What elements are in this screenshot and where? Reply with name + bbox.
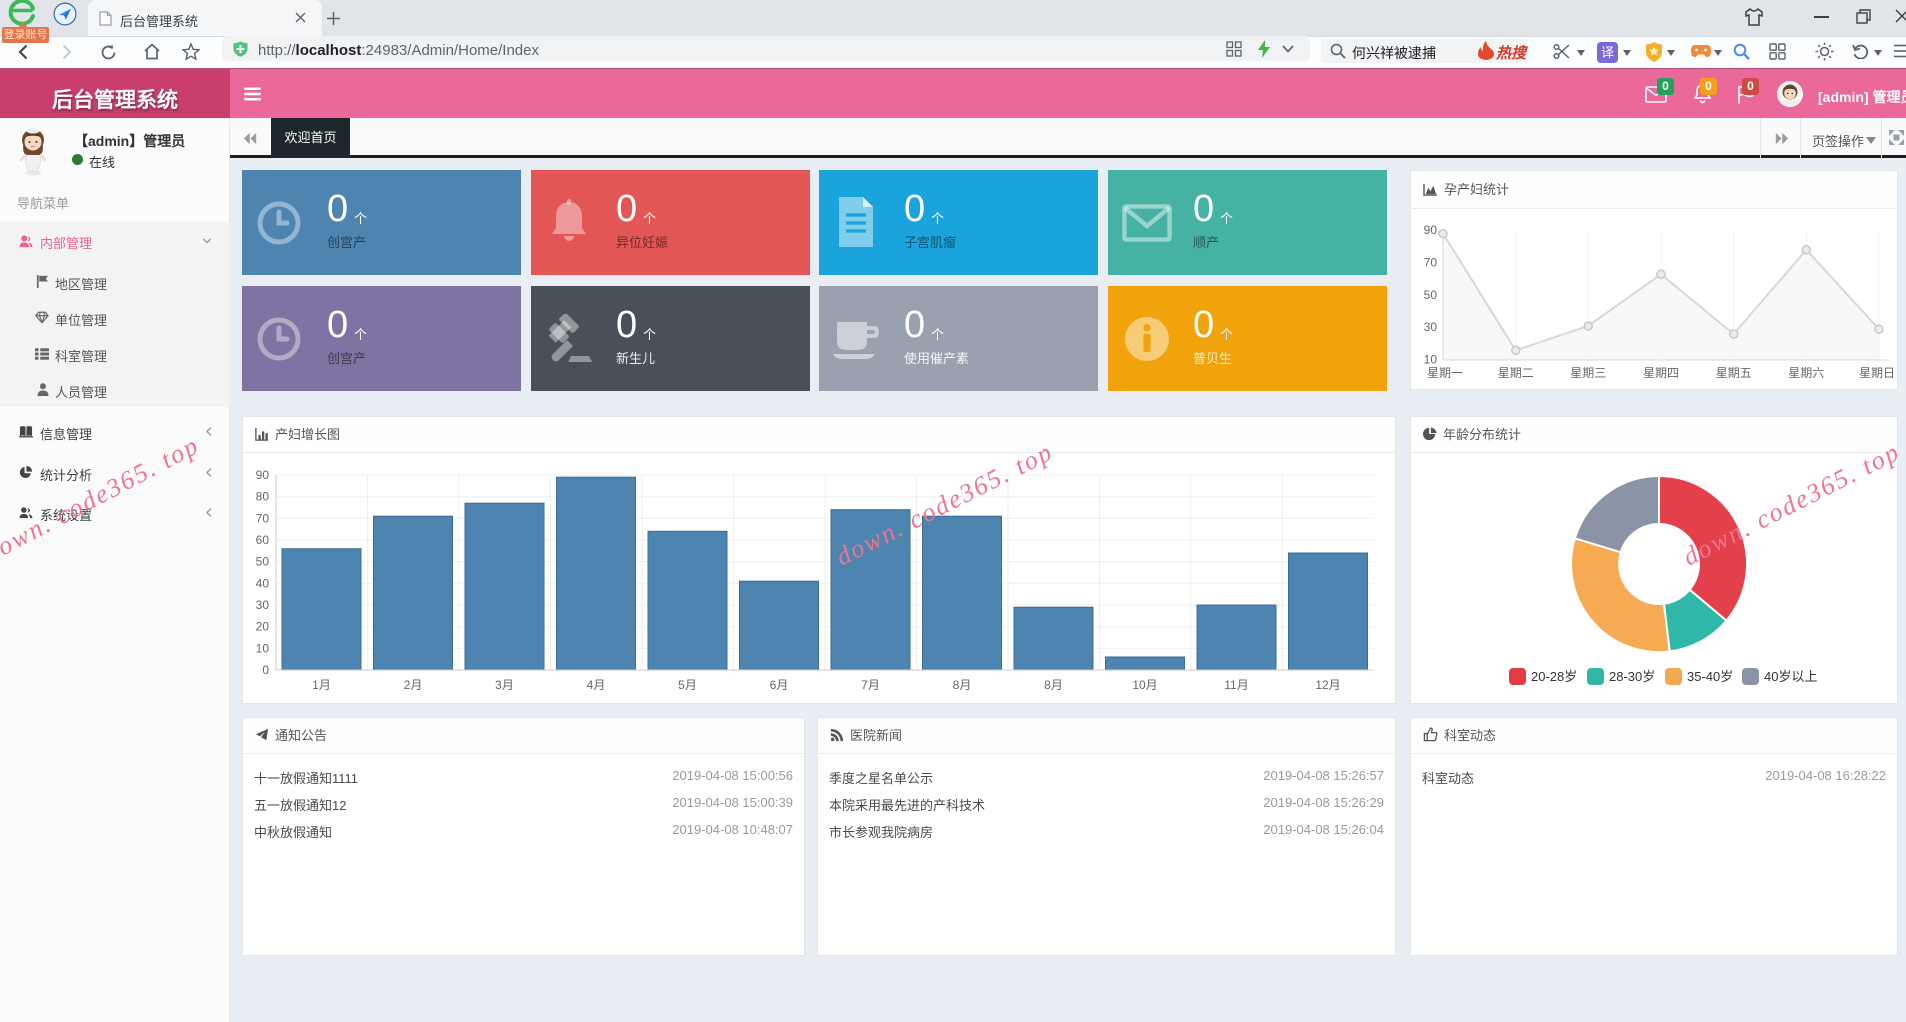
svg-text:8月: 8月 — [953, 678, 972, 692]
svg-text:40: 40 — [256, 576, 270, 590]
svg-text:50: 50 — [256, 555, 270, 569]
svg-text:7月: 7月 — [861, 678, 880, 692]
svg-text:星期五: 星期五 — [1716, 366, 1752, 380]
svg-text:10: 10 — [256, 641, 270, 655]
svg-text:35-40岁: 35-40岁 — [1687, 669, 1733, 684]
svg-text:90: 90 — [256, 468, 270, 482]
svg-text:星期四: 星期四 — [1643, 366, 1679, 380]
svg-text:2月: 2月 — [404, 678, 423, 692]
svg-text:星期六: 星期六 — [1788, 366, 1824, 380]
svg-text:星期三: 星期三 — [1570, 366, 1606, 380]
svg-text:30: 30 — [1424, 320, 1438, 334]
svg-text:3月: 3月 — [495, 678, 514, 692]
svg-text:1月: 1月 — [312, 678, 331, 692]
svg-text:10: 10 — [1424, 353, 1438, 367]
svg-text:20-28岁: 20-28岁 — [1531, 669, 1577, 684]
svg-text:50: 50 — [1424, 288, 1438, 302]
svg-text:8月: 8月 — [1044, 678, 1063, 692]
svg-text:星期二: 星期二 — [1498, 366, 1534, 380]
svg-text:星期日: 星期日 — [1859, 366, 1895, 380]
svg-text:20: 20 — [256, 620, 270, 634]
svg-text:30: 30 — [256, 598, 270, 612]
svg-text:80: 80 — [256, 490, 270, 504]
svg-text:4月: 4月 — [587, 678, 606, 692]
svg-text:0: 0 — [262, 663, 269, 677]
svg-text:11月: 11月 — [1224, 678, 1248, 692]
svg-text:90: 90 — [1424, 223, 1438, 237]
svg-text:6月: 6月 — [770, 678, 789, 692]
svg-text:12月: 12月 — [1315, 678, 1340, 692]
svg-text:5月: 5月 — [678, 678, 697, 692]
svg-text:70: 70 — [256, 511, 270, 525]
svg-text:28-30岁: 28-30岁 — [1609, 669, 1655, 684]
svg-text:40岁以上: 40岁以上 — [1764, 669, 1817, 684]
svg-text:星期一: 星期一 — [1427, 366, 1463, 380]
svg-text:10月: 10月 — [1132, 678, 1157, 692]
svg-text:60: 60 — [256, 533, 270, 547]
svg-text:70: 70 — [1424, 255, 1438, 269]
